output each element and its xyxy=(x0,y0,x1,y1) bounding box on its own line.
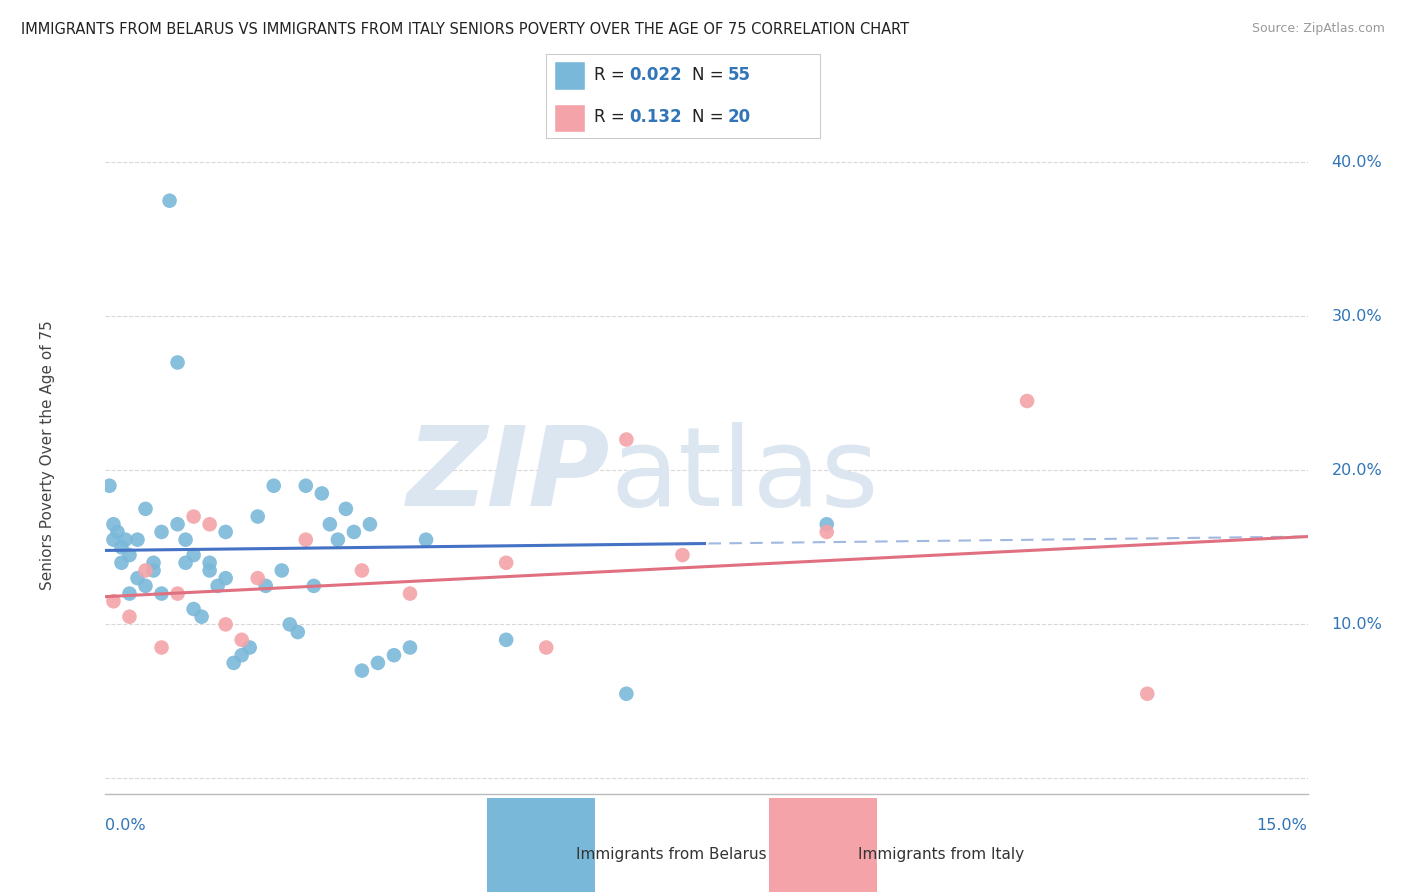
Point xyxy=(616,433,638,447)
Point xyxy=(98,479,121,493)
Point xyxy=(127,533,149,547)
Point xyxy=(263,479,285,493)
Point xyxy=(183,548,205,562)
Point xyxy=(350,664,373,678)
Point xyxy=(495,632,517,647)
Text: Source: ZipAtlas.com: Source: ZipAtlas.com xyxy=(1251,22,1385,36)
Bar xyxy=(554,103,585,132)
Text: 10.0%: 10.0% xyxy=(1331,617,1382,632)
Point xyxy=(103,594,125,608)
Point xyxy=(118,609,141,624)
Point xyxy=(246,571,269,585)
Point xyxy=(135,579,157,593)
Text: N =: N = xyxy=(692,66,730,84)
Point xyxy=(350,564,373,578)
Point xyxy=(198,517,221,532)
Point xyxy=(231,648,253,663)
Point xyxy=(399,586,422,600)
Point xyxy=(174,556,197,570)
Point xyxy=(1017,394,1039,409)
Point xyxy=(214,571,236,585)
Text: N =: N = xyxy=(692,109,730,127)
Point xyxy=(295,533,318,547)
Point xyxy=(231,632,253,647)
Point xyxy=(190,609,212,624)
Point xyxy=(246,509,269,524)
Point xyxy=(415,533,437,547)
Point xyxy=(399,640,422,655)
Text: R =: R = xyxy=(593,66,630,84)
Point xyxy=(166,586,188,600)
Point xyxy=(150,640,173,655)
Point xyxy=(495,556,517,570)
Point xyxy=(214,524,236,539)
Point xyxy=(319,517,342,532)
Text: 40.0%: 40.0% xyxy=(1331,154,1382,169)
Point xyxy=(367,656,389,670)
Text: 0.132: 0.132 xyxy=(628,109,682,127)
Point xyxy=(214,617,236,632)
Text: 0.0%: 0.0% xyxy=(105,818,146,832)
Point xyxy=(150,586,173,600)
Text: atlas: atlas xyxy=(610,422,879,529)
Text: Immigrants from Italy: Immigrants from Italy xyxy=(858,847,1024,862)
Point xyxy=(302,579,325,593)
Text: 55: 55 xyxy=(728,66,751,84)
Point xyxy=(270,564,292,578)
Point xyxy=(198,564,221,578)
Point xyxy=(671,548,693,562)
Point xyxy=(150,524,173,539)
Text: IMMIGRANTS FROM BELARUS VS IMMIGRANTS FROM ITALY SENIORS POVERTY OVER THE AGE OF: IMMIGRANTS FROM BELARUS VS IMMIGRANTS FR… xyxy=(21,22,910,37)
Point xyxy=(815,524,838,539)
Point xyxy=(118,548,141,562)
Text: 0.022: 0.022 xyxy=(628,66,682,84)
Point xyxy=(127,571,149,585)
Point xyxy=(118,586,141,600)
Point xyxy=(207,579,229,593)
Point xyxy=(166,355,188,369)
Text: 20.0%: 20.0% xyxy=(1331,463,1382,478)
Point xyxy=(103,517,125,532)
Text: 15.0%: 15.0% xyxy=(1257,818,1308,832)
Text: Seniors Poverty Over the Age of 75: Seniors Poverty Over the Age of 75 xyxy=(41,320,55,590)
Point xyxy=(103,533,125,547)
Point xyxy=(142,564,165,578)
Point xyxy=(278,617,301,632)
Bar xyxy=(554,62,585,90)
Point xyxy=(110,541,132,555)
Text: 20: 20 xyxy=(728,109,751,127)
Point xyxy=(1136,687,1159,701)
Point xyxy=(222,656,245,670)
Point xyxy=(174,533,197,547)
Text: 30.0%: 30.0% xyxy=(1331,309,1382,324)
Point xyxy=(359,517,381,532)
Point xyxy=(239,640,262,655)
Point xyxy=(135,564,157,578)
Point xyxy=(616,687,638,701)
Point xyxy=(183,602,205,616)
Point xyxy=(114,533,136,547)
Point xyxy=(183,509,205,524)
Text: ZIP: ZIP xyxy=(406,422,610,529)
Text: Immigrants from Belarus: Immigrants from Belarus xyxy=(576,847,768,862)
Point xyxy=(815,517,838,532)
Point xyxy=(166,517,188,532)
Point xyxy=(287,625,309,640)
Point xyxy=(142,556,165,570)
Point xyxy=(254,579,277,593)
Point xyxy=(343,524,366,539)
Point xyxy=(326,533,349,547)
Point xyxy=(110,556,132,570)
Point xyxy=(311,486,333,500)
Point xyxy=(135,501,157,516)
Point xyxy=(534,640,557,655)
Point xyxy=(295,479,318,493)
Point xyxy=(159,194,181,208)
Point xyxy=(335,501,357,516)
Point xyxy=(107,524,129,539)
Text: R =: R = xyxy=(593,109,630,127)
Point xyxy=(198,556,221,570)
Point xyxy=(382,648,405,663)
